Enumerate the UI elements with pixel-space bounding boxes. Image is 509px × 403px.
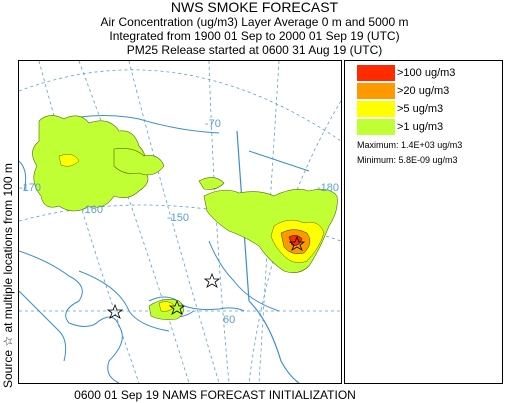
label-lon-160: -160 — [81, 204, 103, 216]
legend-label-1: >1 ug/m3 — [397, 121, 444, 133]
seward-coast — [19, 290, 67, 362]
source-star-a — [203, 272, 221, 288]
chukotka-coast — [19, 160, 27, 192]
meridian-b — [78, 61, 190, 383]
source-star-c — [168, 299, 186, 315]
coastlines — [19, 114, 310, 383]
release-line: PM25 Release started at 0600 31 Aug 19 (… — [126, 43, 383, 57]
legend-label-20: >20 ug/m3 — [397, 85, 450, 97]
plume-west — [32, 115, 149, 212]
graticule — [19, 61, 341, 383]
legend-label-5: >5 ug/m3 — [397, 103, 444, 115]
meridian-a — [38, 61, 140, 383]
smoke-1ug — [32, 115, 338, 320]
yukon-river — [78, 270, 170, 332]
parallel-70 — [19, 69, 341, 142]
source-star-d — [288, 235, 306, 251]
meridian-c — [128, 61, 220, 383]
tanana-river — [208, 240, 280, 312]
legend-item-100: >100 ug/m3 — [357, 65, 497, 81]
integration-line: Integrated from 1900 01 Sep to 2000 01 S… — [109, 29, 400, 43]
label-lon-150: -150 — [167, 212, 189, 224]
plume-west-yellow — [58, 154, 80, 167]
legend-swatch-1 — [357, 119, 395, 135]
legend-maximum: Maximum: 1.4E+03 ug/m3 — [357, 140, 463, 150]
parallel-mid — [19, 204, 341, 242]
label-lon-180: -180 — [317, 182, 339, 194]
border-panhandle — [248, 300, 300, 383]
forecast-title: NWS SMOKE FORECAST — [170, 0, 339, 15]
map-svg: -70 -150 -160 -170 -180 60 — [19, 61, 341, 383]
legend: >100 ug/m3 >20 ug/m3 >5 ug/m3 >1 ug/m3 M… — [344, 60, 503, 384]
legend-swatch-100 — [357, 65, 395, 81]
meridian-f — [248, 100, 341, 383]
concentration-line: Air Concentration (ug/m3) Layer Average … — [100, 15, 409, 29]
beaufort-coast — [248, 150, 310, 172]
legend-item-1: >1 ug/m3 — [357, 119, 497, 135]
source-star-b — [106, 303, 124, 319]
legend-minimum: Minimum: 5.8E-09 ug/m3 — [357, 155, 458, 165]
plume-west-b — [113, 148, 165, 176]
legend-item-5: >5 ug/m3 — [357, 101, 497, 117]
label-lon-170: -170 — [19, 182, 41, 194]
legend-swatch-20 — [357, 83, 395, 99]
label-lat-70: -70 — [205, 118, 221, 130]
label-lat-60: 60 — [223, 314, 235, 326]
legend-swatch-5 — [357, 101, 395, 117]
legend-item-20: >20 ug/m3 — [357, 83, 497, 99]
south-coast — [148, 296, 245, 312]
source-stars — [106, 235, 306, 319]
arctic-coast — [58, 114, 220, 134]
smoke-map: -70 -150 -160 -170 -180 60 — [18, 60, 342, 384]
source-side-label: Source ☆ at multiple locations from 100 … — [1, 163, 15, 388]
graticule-labels: -70 -150 -160 -170 -180 60 — [19, 118, 339, 326]
plume-small-a — [198, 177, 225, 190]
legend-label-100: >100 ug/m3 — [397, 67, 456, 79]
forecast-initialization-label: 0600 01 Sep 19 NAMS FORECAST INITIALIZAT… — [74, 388, 356, 402]
alaska-west-coast — [19, 250, 123, 383]
